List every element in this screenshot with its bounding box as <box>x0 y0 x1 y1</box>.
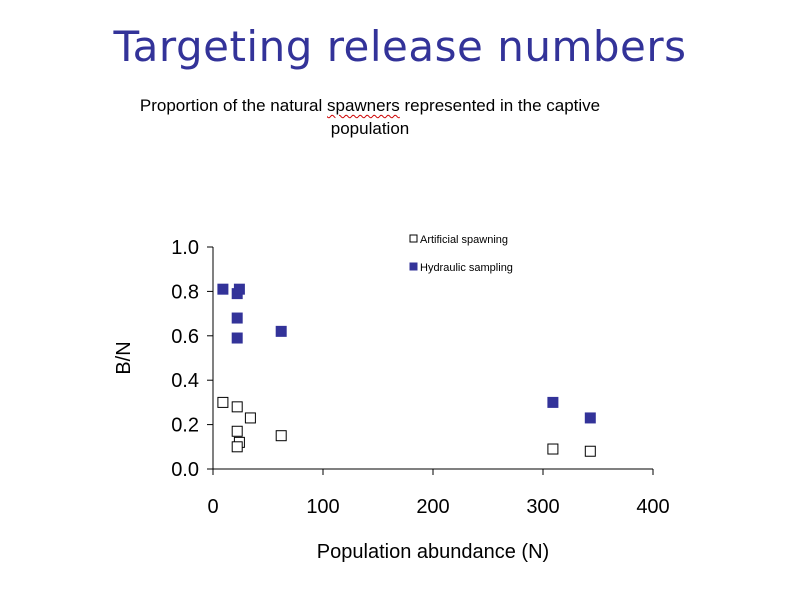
legend-swatch <box>409 234 418 243</box>
slide-title: Targeting release numbers <box>113 22 687 71</box>
chart-legend: Artificial spawning Hydraulic sampling <box>409 234 513 274</box>
legend-swatch <box>409 262 418 271</box>
x-axis-label: Population abundance (N) <box>317 541 549 563</box>
hydraulic-sampling-point <box>217 283 229 295</box>
artificial-spawning-point <box>217 396 229 408</box>
hydraulic-sampling-point <box>584 412 596 424</box>
hydraulic-sampling-point <box>233 283 245 295</box>
x-tick-label: 200 <box>416 496 449 518</box>
chart-subtitle: Proportion of the natural spawners repre… <box>120 94 620 140</box>
y-tick-label: 0.6 <box>171 326 199 348</box>
artificial-spawning-point <box>244 412 256 424</box>
x-tick-label: 0 <box>207 496 218 518</box>
chart-marks <box>217 283 596 457</box>
chart-axes: 0.0 0.2 0.4 0.6 0.8 1.0 0 100 200 300 400 <box>171 237 670 518</box>
x-tick-label: 300 <box>526 496 559 518</box>
subtitle-part-2: represented in the captive population <box>330 96 601 138</box>
hydraulic-sampling-point <box>275 325 287 337</box>
x-tick-label: 400 <box>636 496 669 518</box>
hydraulic-sampling-point <box>231 312 243 324</box>
subtitle-part-1: Proportion of the natural <box>139 96 327 115</box>
y-tick-label: 0.0 <box>171 459 199 481</box>
y-axis-label: B/N <box>113 341 135 374</box>
y-tick-label: 0.2 <box>171 415 199 437</box>
subtitle-spellcheck-word: spawners <box>327 96 400 115</box>
artificial-spawning-point <box>231 425 243 437</box>
x-tick-label: 100 <box>306 496 339 518</box>
artificial-spawning-point <box>275 430 287 442</box>
y-tick-label: 0.4 <box>171 370 199 392</box>
artificial-spawning-point <box>231 401 243 413</box>
artificial-spawning-point <box>547 443 559 455</box>
hydraulic-sampling-point <box>547 396 559 408</box>
artificial-spawning-point <box>231 441 243 453</box>
hydraulic-sampling-point <box>231 332 243 344</box>
y-tick-label: 0.8 <box>171 281 199 303</box>
legend-label: Hydraulic sampling <box>420 262 513 274</box>
artificial-spawning-point <box>584 445 596 457</box>
y-tick-label: 1.0 <box>171 237 199 259</box>
legend-label: Artificial spawning <box>420 234 508 246</box>
